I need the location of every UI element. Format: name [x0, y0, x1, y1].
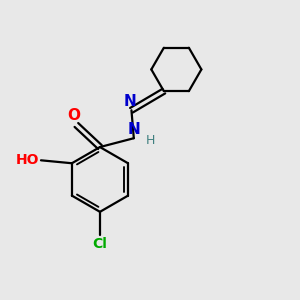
- Text: N: N: [124, 94, 136, 109]
- Text: Cl: Cl: [92, 237, 107, 251]
- Text: N: N: [128, 122, 140, 137]
- Text: O: O: [68, 108, 80, 123]
- Text: H: H: [146, 134, 155, 147]
- Text: HO: HO: [16, 153, 40, 167]
